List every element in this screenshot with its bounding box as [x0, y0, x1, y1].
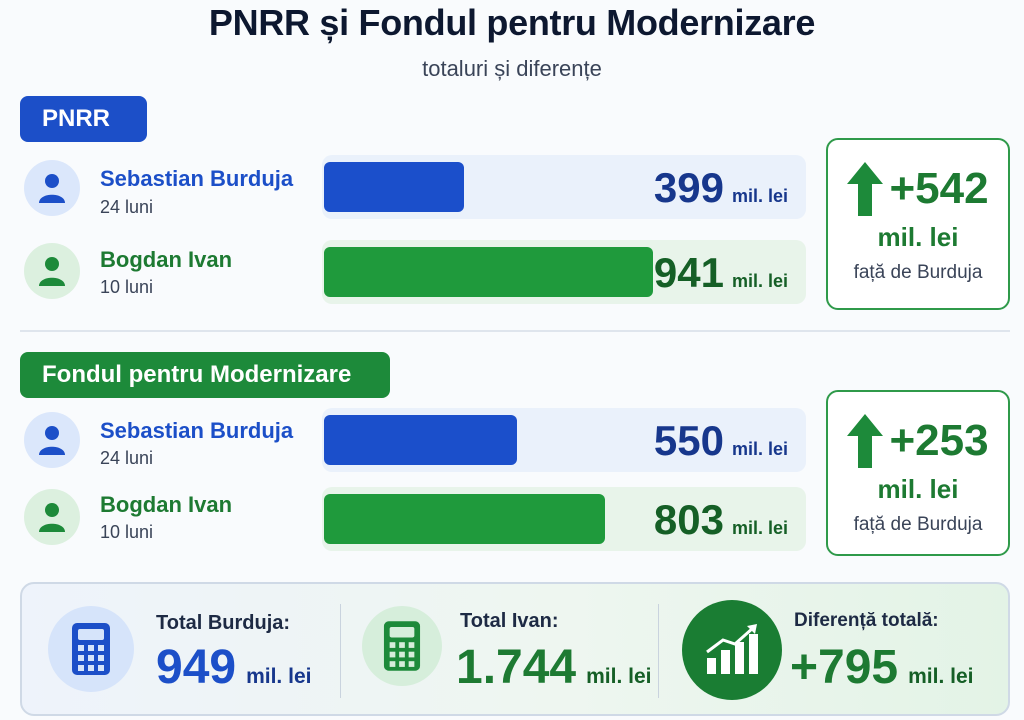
- bar-value-label: 550 mil. lei: [654, 408, 788, 472]
- arrow-up-icon: [847, 414, 884, 468]
- value-number: +795: [790, 641, 899, 694]
- section-label-pnrr: PNRR: [20, 96, 147, 142]
- section-label-fondul: Fondul pentru Modernizare: [20, 352, 390, 398]
- summary-panel: Total Burduja: 949 mil. lei Total Ivan: …: [20, 582, 1010, 716]
- person-icon: [24, 160, 80, 216]
- bar-value-label: 803 mil. lei: [654, 487, 788, 551]
- person-duration: 10 luni: [100, 522, 154, 542]
- value-number: 803: [653, 496, 724, 543]
- total-ivan-value: 1.744 mil. lei: [456, 640, 651, 695]
- bar-fondul-burduja: [324, 415, 517, 465]
- bar-pnrr-burduja: [324, 162, 464, 212]
- difference-unit: mil. lei: [877, 222, 959, 252]
- person-name: Bogdan Ivan: [100, 247, 233, 272]
- summary-separator: [340, 604, 341, 698]
- difference-value: +253: [889, 416, 989, 465]
- person-name: Sebastian Burduja: [100, 166, 294, 191]
- section-divider: [20, 330, 1010, 332]
- person-name: Sebastian Burduja: [100, 418, 294, 443]
- arrow-up-icon: [847, 162, 884, 216]
- bar-track: 550 mil. lei: [322, 408, 806, 472]
- chart-growth-icon: [682, 600, 782, 700]
- value-number: 1.744: [456, 641, 577, 694]
- total-difference-value: +795 mil. lei: [790, 640, 973, 695]
- difference-unit: mil. lei: [877, 474, 959, 504]
- bar-value-label: 399 mil. lei: [654, 155, 788, 219]
- difference-note: față de Burduja: [853, 514, 983, 535]
- bar-fondul-ivan: [324, 494, 605, 544]
- bar-track: 803 mil. lei: [322, 487, 806, 551]
- difference-value: +542: [889, 164, 989, 213]
- value-number: 941: [653, 249, 724, 296]
- bar-value-label: 941 mil. lei: [654, 240, 788, 304]
- difference-note: față de Burduja: [853, 262, 983, 283]
- person-name: Bogdan Ivan: [100, 492, 233, 517]
- difference-card: +253 mil. lei față de Burduja: [826, 390, 1010, 556]
- value-unit: mil. lei: [731, 186, 788, 206]
- difference-card: +542 mil. lei față de Burduja: [826, 138, 1010, 310]
- value-number: 550: [653, 417, 724, 464]
- value-unit: mil. lei: [246, 665, 312, 688]
- value-unit: mil. lei: [731, 518, 788, 538]
- bar-track: 941 mil. lei: [322, 240, 806, 304]
- page-title: PNRR și Fondul pentru Modernizare: [208, 2, 816, 43]
- person-icon: [24, 412, 80, 468]
- person-icon: [24, 243, 80, 299]
- value-unit: mil. lei: [586, 665, 652, 688]
- bar-pnrr-ivan: [324, 247, 653, 297]
- total-difference-label: Diferență totală:: [794, 610, 939, 631]
- total-burduja-value: 949 mil. lei: [156, 640, 311, 695]
- value-unit: mil. lei: [731, 271, 788, 291]
- person-duration: 10 luni: [100, 277, 154, 297]
- value-unit: mil. lei: [731, 439, 788, 459]
- person-duration: 24 luni: [100, 448, 154, 468]
- value-unit: mil. lei: [908, 665, 974, 688]
- person-duration: 24 luni: [100, 197, 154, 217]
- page-subtitle: totaluri și diferențe: [422, 56, 602, 81]
- value-number: 399: [653, 164, 724, 211]
- calculator-icon: [362, 606, 442, 686]
- bar-track: 399 mil. lei: [322, 155, 806, 219]
- value-number: 949: [156, 641, 237, 694]
- person-icon: [24, 489, 80, 545]
- summary-separator: [658, 604, 659, 698]
- calculator-icon: [48, 606, 134, 692]
- total-ivan-label: Total Ivan:: [460, 610, 559, 632]
- total-burduja-label: Total Burduja:: [156, 612, 291, 634]
